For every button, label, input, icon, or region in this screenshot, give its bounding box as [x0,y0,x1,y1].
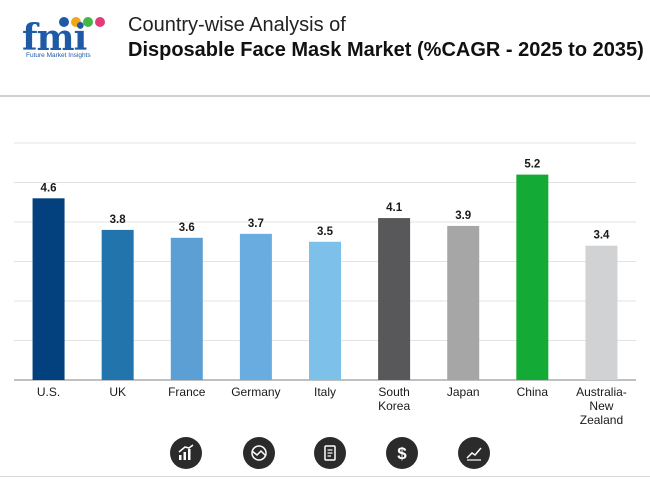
x-tick-label: U.S. [37,385,60,399]
data-label: 4.1 [386,202,403,214]
x-tick-label: Zealand [580,413,623,427]
bar [585,245,618,380]
x-tick-label: Korea [378,399,410,413]
data-label: 3.4 [593,230,610,242]
x-tick-label: New [589,399,613,413]
x-tick-label: Germany [231,385,280,399]
bar-chart: 4.6 U.S. 3.8 UK 3.6 France 3.7 Germany 3.5 Italy 4… [14,142,636,427]
x-tick-label: Japan [447,385,480,399]
bar [309,241,341,380]
data-label: 3.9 [455,210,471,222]
x-tick-label: Italy [314,385,336,399]
bar [239,233,272,380]
dollar-icon: $ [386,437,418,469]
x-tick-label: Australia- [576,385,627,399]
data-label: 3.6 [179,222,195,234]
x-tick-label: France [168,385,206,399]
data-label: 4.6 [41,182,57,194]
fmi-logo: fmi Future Market Insights [22,12,108,62]
header: fmi Future Market Insights Country-wise … [0,0,650,95]
svg-text:$: $ [397,444,407,463]
bar [170,237,203,380]
page-title-line1: Country-wise Analysis of [128,14,346,36]
x-tick-label: China [517,385,549,399]
bar [378,218,411,380]
logo-text: fmi [22,17,87,59]
header-divider [0,95,650,97]
bar [516,174,549,380]
data-label: 3.7 [248,218,264,230]
x-tick-label: South [378,385,409,399]
data-label: 3.8 [110,214,127,226]
x-tick-label: UK [109,385,126,399]
bar [447,225,480,380]
footer-divider [0,476,650,477]
footer-icon-row: $ [0,434,650,474]
logo-dots-icon [59,17,105,27]
logo-tagline: Future Market Insights [26,52,91,59]
page-title-line2: Disposable Face Mask Market (%CAGR - 202… [128,39,644,61]
data-label: 3.5 [317,226,334,238]
data-label: 5.2 [524,159,540,171]
document-icon [314,437,346,469]
bar [101,229,134,380]
globe-arrow-icon [243,437,275,469]
bar-growth-icon [170,437,202,469]
trend-chart-icon [458,437,490,469]
bar [32,198,65,380]
